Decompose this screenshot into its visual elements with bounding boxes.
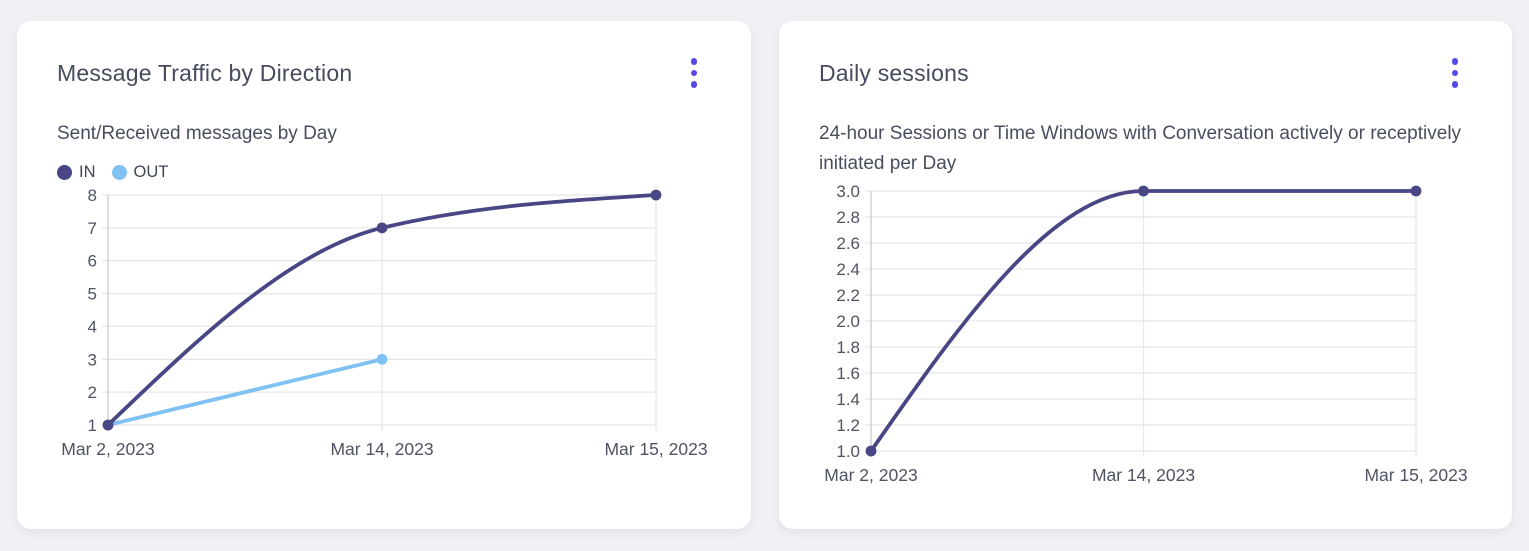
card-daily-sessions: Daily sessions 24-hour Sessions or Time … bbox=[779, 21, 1512, 529]
chart-canvas: 1.0 1.2 1.4 1.6 1.8 2.0 2.2 2.4 2.6 2.8 3.0 Mar 2, … bbox=[824, 182, 1467, 485]
svg-text:1: 1 bbox=[88, 416, 97, 435]
legend-dot-icon bbox=[111, 164, 127, 180]
card-menu-button[interactable] bbox=[1446, 54, 1465, 92]
svg-text:7: 7 bbox=[88, 219, 97, 238]
svg-text:5: 5 bbox=[88, 285, 97, 304]
svg-text:2.0: 2.0 bbox=[836, 312, 860, 331]
svg-text:8: 8 bbox=[88, 186, 97, 205]
svg-text:2.6: 2.6 bbox=[836, 234, 860, 253]
card-header: Daily sessions bbox=[819, 51, 1472, 95]
svg-text:Mar 14, 2023: Mar 14, 2023 bbox=[330, 439, 433, 459]
svg-text:3: 3 bbox=[88, 350, 97, 369]
svg-text:4: 4 bbox=[88, 317, 97, 336]
legend-item-out[interactable]: OUT bbox=[111, 162, 169, 182]
card-header: Message Traffic by Direction bbox=[57, 51, 711, 95]
svg-text:Mar 15, 2023: Mar 15, 2023 bbox=[604, 439, 707, 459]
chart-legend: IN OUT bbox=[57, 161, 711, 183]
svg-text:1.0: 1.0 bbox=[836, 442, 860, 461]
svg-text:1.8: 1.8 bbox=[836, 338, 860, 357]
line-chart-message-traffic: 1 2 3 4 5 6 7 8 Mar 2, 2023 Mar 14, 2023 Mar 15, 2… bbox=[57, 186, 711, 463]
svg-text:1.2: 1.2 bbox=[836, 416, 860, 435]
svg-text:6: 6 bbox=[88, 252, 97, 271]
card-message-traffic: Message Traffic by Direction Sent/Receiv… bbox=[17, 21, 751, 529]
svg-text:2: 2 bbox=[88, 383, 97, 402]
card-menu-button[interactable] bbox=[685, 54, 704, 92]
legend-label: IN bbox=[79, 162, 96, 181]
legend-item-in[interactable]: IN bbox=[57, 163, 96, 182]
svg-text:Mar 14, 2023: Mar 14, 2023 bbox=[1092, 465, 1195, 485]
chart-canvas: 1 2 3 4 5 6 7 8 Mar 2, 2023 Mar 14, 2023 Mar 15, 2… bbox=[61, 186, 707, 459]
svg-text:Mar 2, 2023: Mar 2, 2023 bbox=[824, 465, 917, 485]
svg-text:Mar 2, 2023: Mar 2, 2023 bbox=[61, 439, 154, 459]
chart-subtitle: Sent/Received messages by Day bbox=[57, 123, 337, 144]
svg-text:2.8: 2.8 bbox=[836, 208, 860, 227]
card-title: Daily sessions bbox=[819, 59, 969, 86]
svg-text:1.4: 1.4 bbox=[836, 390, 860, 409]
chart-subtitle: 24-hour Sessions or Time Windows with Co… bbox=[819, 123, 1462, 174]
line-chart-daily-sessions: 1.0 1.2 1.4 1.6 1.8 2.0 2.2 2.4 2.6 2.8 3.0 Mar 2, … bbox=[819, 182, 1472, 489]
legend-label: OUT bbox=[133, 162, 169, 181]
card-title: Message Traffic by Direction bbox=[57, 59, 353, 86]
svg-text:Mar 15, 2023: Mar 15, 2023 bbox=[1364, 465, 1467, 485]
svg-text:2.2: 2.2 bbox=[836, 286, 860, 305]
kebab-menu-icon bbox=[1451, 58, 1458, 65]
svg-text:3.0: 3.0 bbox=[836, 182, 860, 201]
kebab-menu-icon bbox=[690, 58, 697, 65]
svg-text:1.6: 1.6 bbox=[836, 364, 860, 383]
svg-text:2.4: 2.4 bbox=[836, 260, 860, 279]
legend-dot-icon bbox=[57, 164, 72, 180]
